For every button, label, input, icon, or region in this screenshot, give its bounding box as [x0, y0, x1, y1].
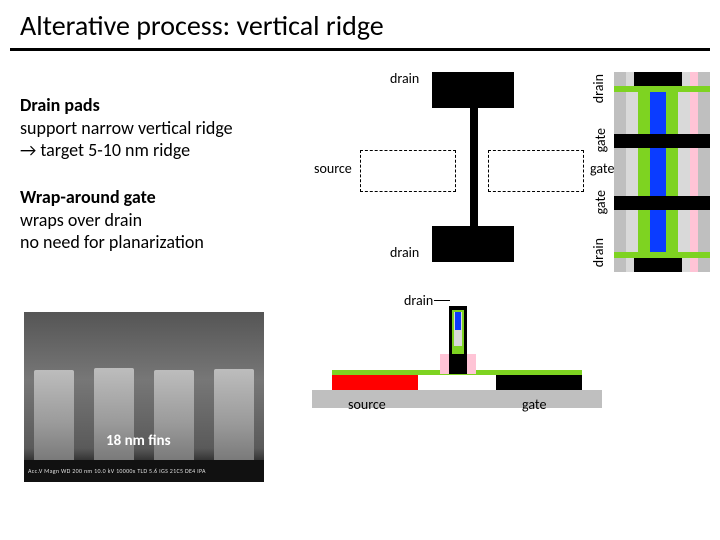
cross-section-diagram: drainsourcegate [312, 296, 602, 416]
label-drain: drain [390, 70, 419, 87]
top-view-diagram: draindrainsourcegate [360, 72, 580, 262]
drain-pads-heading: Drain pads [20, 94, 233, 117]
sem-info-bar: Acc.V Magn WD 200 nm 10.0 kV 10000x TLD … [24, 460, 264, 482]
label-drain: drain [590, 238, 607, 267]
wrap-gate-heading: Wrap-around gate [20, 186, 204, 209]
title-rule [10, 48, 710, 51]
sem-image: 18 nm fins Acc.V Magn WD 200 nm 10.0 kV … [24, 312, 264, 482]
label-gate: gate [592, 128, 609, 152]
drain-pads-line-1: support narrow vertical ridge [20, 117, 233, 140]
label-drain: drain [404, 292, 433, 309]
label-source: source [314, 160, 352, 177]
label-drain: drain [590, 74, 607, 103]
label-source: source [348, 396, 386, 413]
label-gate: gate [592, 190, 609, 214]
wrap-gate-line-1: wraps over drain [20, 209, 204, 232]
wrap-gate-line-2: no need for planarization [20, 231, 204, 254]
slide-title: Alterative process: vertical ridge [20, 8, 384, 43]
drain-pads-block: Drain pads support narrow vertical ridge… [20, 94, 233, 162]
label-drain: drain [390, 244, 419, 261]
sem-caption: 18 nm fins [106, 432, 171, 450]
wrap-gate-block: Wrap-around gate wraps over drain no nee… [20, 186, 204, 254]
label-gate: gate [590, 160, 614, 177]
label-source: source [714, 152, 720, 190]
side-stack-diagram: draindraingategatesource [614, 72, 710, 272]
drain-pads-line-2: → target 5-10 nm ridge [20, 139, 233, 162]
label-gate: gate [522, 396, 546, 413]
